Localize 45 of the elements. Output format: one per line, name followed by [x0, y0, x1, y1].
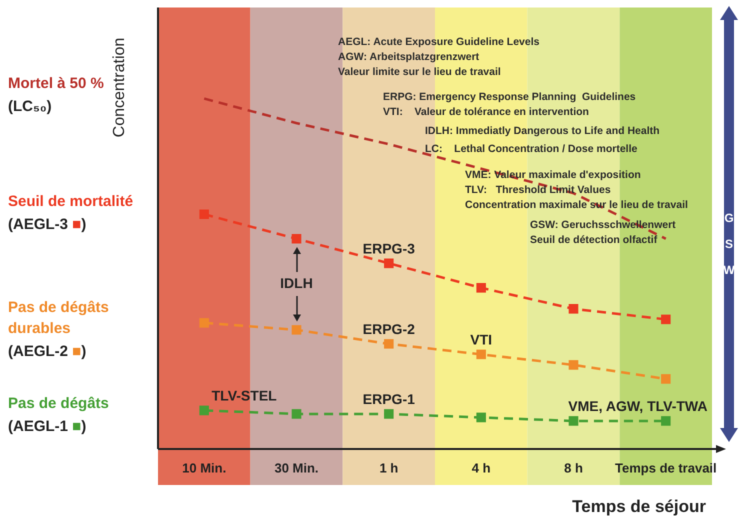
point	[292, 409, 302, 419]
point	[199, 209, 209, 220]
x-tick-label: 8 h	[564, 460, 583, 476]
text: Pas de dégâts durables (AEGL-2 ■)	[8, 299, 109, 360]
text: Seuil de mortalité (AEGL-3 ■)	[8, 193, 134, 233]
annotation: IDLH: Immediatly Dangerous to Life and Health	[425, 125, 660, 137]
point	[568, 360, 578, 370]
y-axis-title: Concentration	[111, 38, 128, 138]
point	[384, 258, 394, 268]
text: AGW: Arbeitsplatzgrenzwert	[338, 51, 480, 63]
annotation: ERPG-2	[362, 320, 416, 337]
point	[384, 339, 394, 349]
point	[292, 234, 302, 244]
point	[568, 416, 578, 426]
point	[199, 318, 209, 328]
text: Mortel à 50 % (LC₅₀)	[8, 75, 104, 115]
text: Pas de dégâts (AEGL-1 ■)	[8, 395, 109, 435]
annotation: VTI	[470, 331, 492, 348]
annotation: LC: Lethal Concentration / Dose mortelle	[425, 143, 638, 155]
x-tick-label: 4 h	[472, 460, 491, 476]
point	[292, 325, 302, 335]
x-tick-label: 1 h	[379, 460, 398, 476]
point	[661, 314, 671, 324]
x-tick-label: 30 Min.	[274, 460, 319, 476]
annotation: VME, AGW, TLV-TWA	[568, 398, 708, 414]
annotation: ERPG: Emergency Response Planning Guidelines	[383, 91, 636, 103]
annotation: IDLH	[280, 275, 313, 292]
text: Valeur limite sur le lieu de travail	[338, 66, 501, 78]
annotation: ERPG-3	[362, 240, 416, 256]
point	[384, 409, 394, 419]
annotation: Seuil de détection olfactif	[530, 234, 658, 246]
annotation: VTI: Valeur de tolérance en intervention	[383, 106, 589, 118]
point	[476, 350, 486, 360]
x-axis-title: Temps de séjour	[572, 497, 706, 516]
point	[568, 304, 578, 314]
point	[661, 374, 671, 384]
point	[199, 406, 209, 416]
annotation: ERPG-1	[362, 390, 416, 407]
x-tick-label: 10 Min.	[182, 460, 226, 476]
annotation: TLV-STEL	[212, 387, 278, 404]
point	[476, 412, 486, 422]
point	[476, 283, 486, 293]
text: GSW	[722, 210, 736, 279]
point	[661, 416, 671, 426]
text: AEGL: Acute Exposure Guideline Levels	[338, 36, 540, 48]
